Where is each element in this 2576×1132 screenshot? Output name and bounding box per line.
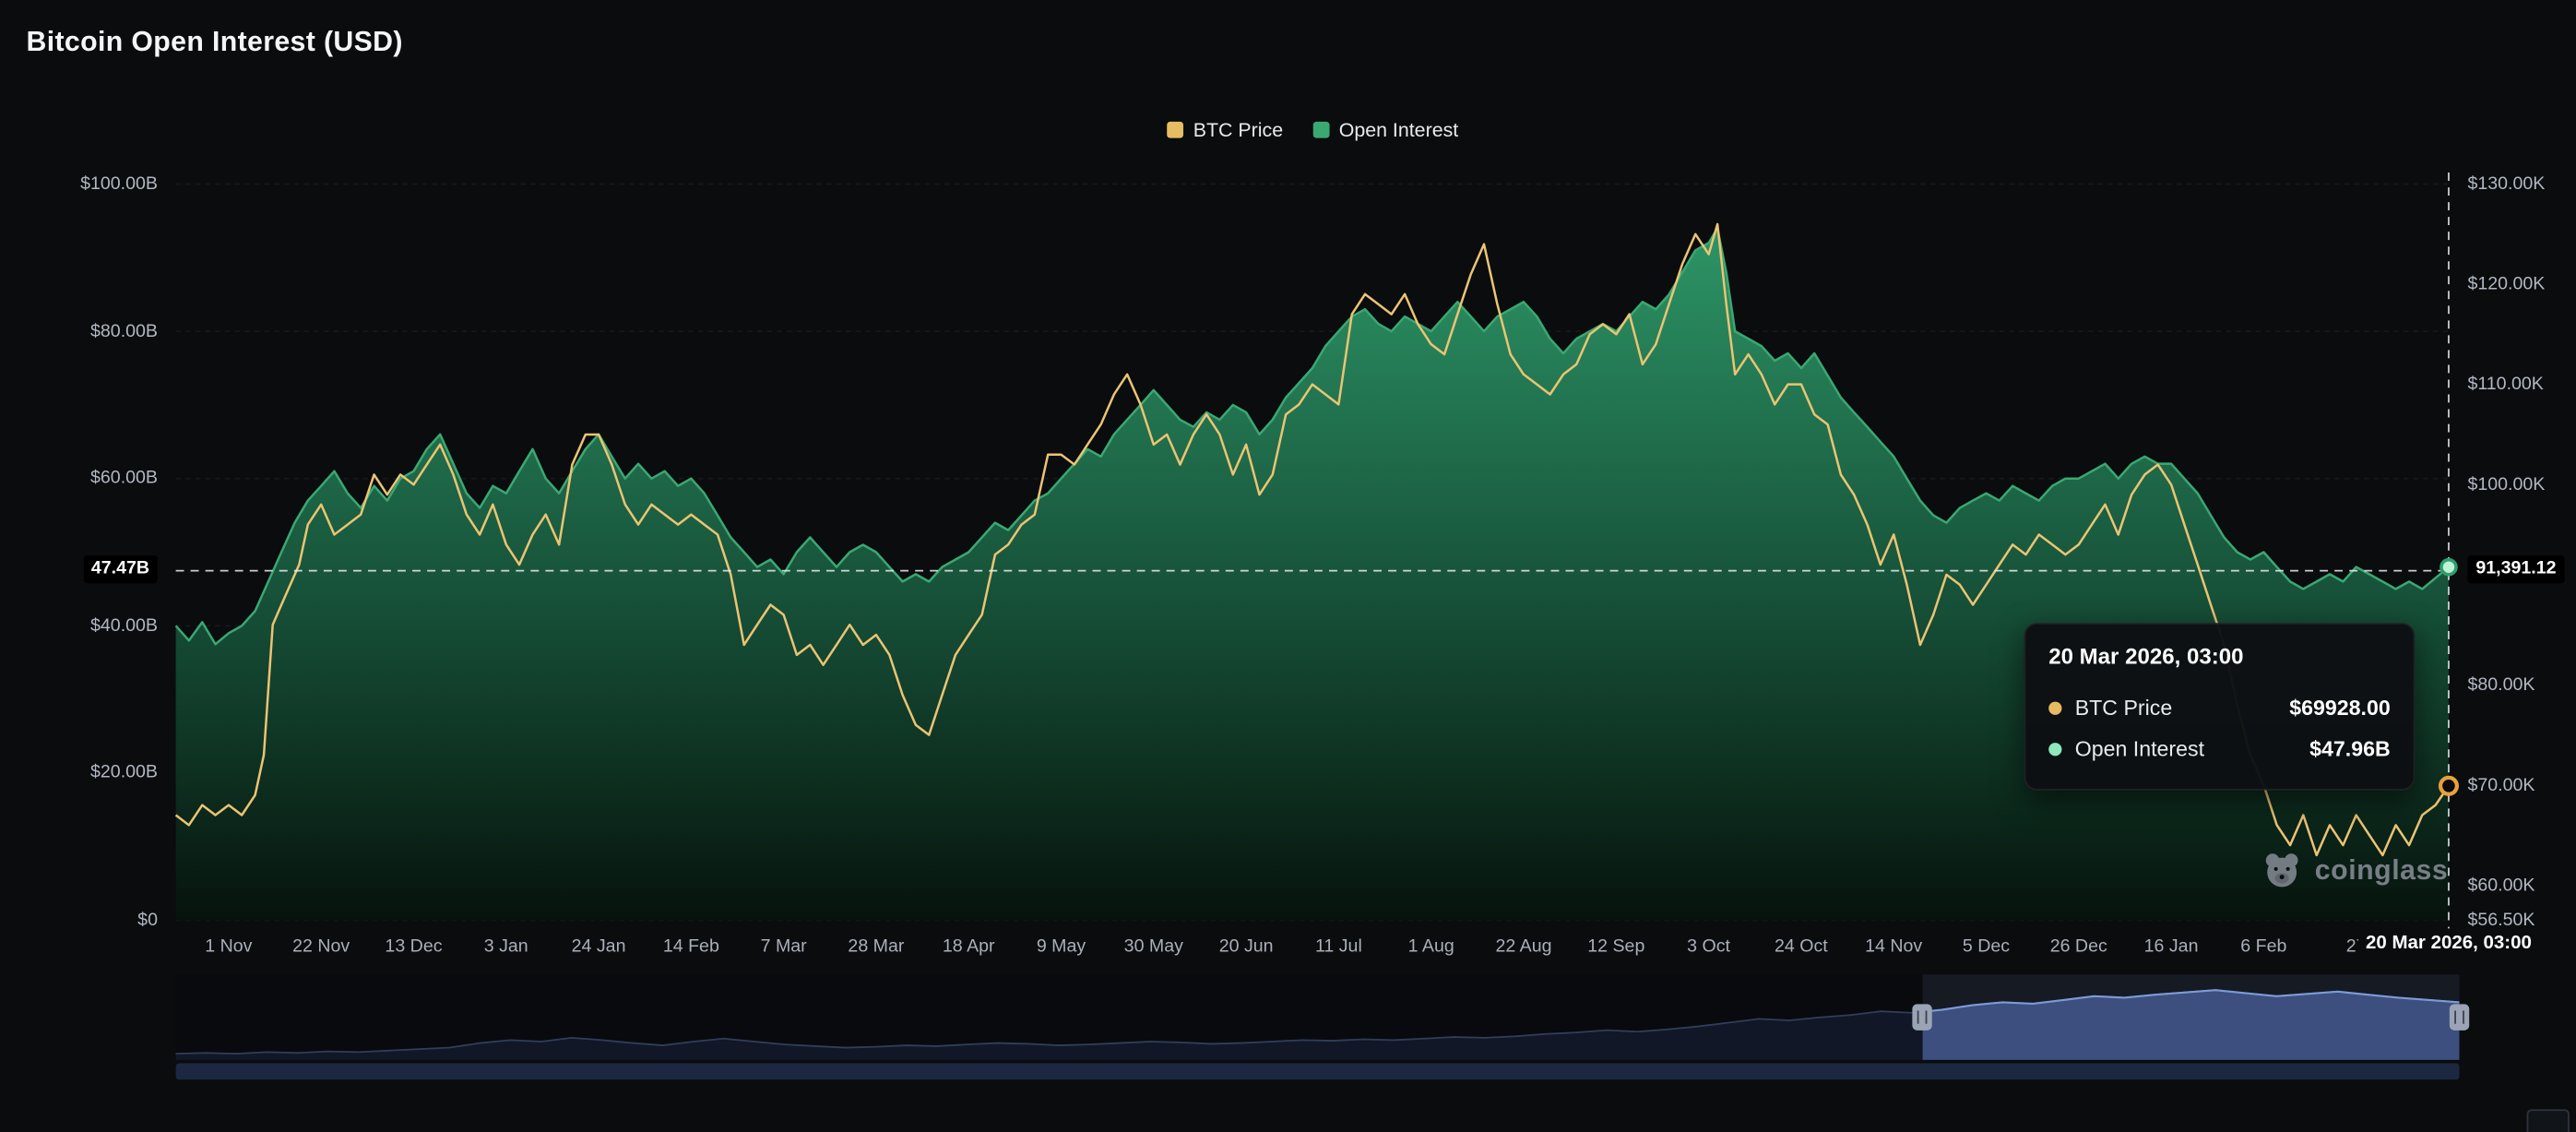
chart-tooltip: 20 Mar 2026, 03:00 BTC Price $69928.00 O… (2024, 623, 2416, 791)
left-axis-tick: $60.00B (89, 468, 158, 489)
x-axis-tick: 22 Aug (1495, 936, 1552, 957)
navigator-scrollbar[interactable] (175, 1063, 2460, 1080)
tooltip-row-open-interest: Open Interest $47.96B (2048, 728, 2391, 769)
legend-label: Open Interest (1338, 118, 1459, 142)
right-axis-tick: $70.00K (2467, 775, 2535, 795)
x-axis-tick: 3 Jan (483, 936, 528, 957)
x-axis-tick: 14 Nov (1865, 936, 1923, 957)
right-axis-tick: $56.50K (2467, 910, 2535, 931)
left-axis-tick: $80.00B (89, 321, 158, 341)
watermark-text: coinglass (2314, 854, 2449, 887)
x-axis-tick: 24 Oct (1775, 936, 1828, 957)
coinglass-watermark: coinglass (2261, 850, 2448, 892)
x-axis-tick: 24 Jan (571, 936, 626, 957)
right-axis-tick: $120.00K (2467, 274, 2546, 294)
x-axis-tick: 9 May (1036, 936, 1086, 957)
right-axis-tick: $130.00K (2467, 173, 2546, 195)
page-title: Bitcoin Open Interest (USD) (26, 26, 403, 58)
legend-label: BTC Price (1193, 118, 1284, 142)
right-axis-tick: $80.00K (2467, 674, 2535, 696)
legend-swatch-icon (1167, 121, 1184, 138)
handle-grip-icon (1917, 1010, 1929, 1024)
x-axis-tick: 12 Sep (1587, 936, 1645, 957)
x-axis-tick: 11 Jul (1314, 936, 1362, 957)
x-axis-tick: 18 Apr (942, 936, 995, 957)
legend-item-open-interest[interactable]: Open Interest (1312, 118, 1458, 141)
tooltip-label: Open Interest (2074, 736, 2205, 761)
tooltip-value: $69928.00 (2289, 695, 2391, 721)
left-axis-tick: $40.00B (89, 615, 158, 636)
x-axis-tick: 7 Mar (760, 936, 807, 957)
corner-control[interactable] (2526, 1109, 2570, 1132)
open-interest-dot-icon (2048, 742, 2062, 756)
left-axis-tick: $100.00B (80, 173, 158, 195)
x-axis-tick: 13 Dec (385, 936, 443, 957)
current-value-badge-right: 91,391.12 (2467, 555, 2565, 584)
legend-item-btc-price[interactable]: BTC Price (1167, 118, 1283, 141)
x-axis-tick: 16 Jan (2143, 936, 2199, 957)
tooltip-date: 20 Mar 2026, 03:00 (2048, 644, 2244, 669)
handle-grip-icon (2454, 1010, 2464, 1024)
x-axis-tick: 26 Dec (2049, 936, 2107, 957)
legend-swatch-icon (1312, 121, 1330, 138)
x-axis-tick: 1 Nov (205, 936, 253, 957)
navigator-handle-right[interactable] (2449, 1004, 2470, 1031)
left-axis-tick: $20.00B (89, 763, 158, 783)
x-axis-tick: 20 Jun (1218, 936, 1274, 957)
btc-price-dot-icon (2048, 700, 2062, 714)
tooltip-row-btc-price: BTC Price $69928.00 (2048, 687, 2391, 729)
chart-legend: BTC Price Open Interest (1167, 118, 1458, 141)
left-axis-tick: $0 (137, 910, 158, 931)
crosshair-date-label: 20 Mar 2026, 03:00 (2357, 931, 2540, 955)
x-axis-tick: 28 Mar (848, 936, 905, 957)
current-value-badge-left: 47.47B (82, 555, 158, 584)
navigator-handle-left[interactable] (1912, 1004, 1933, 1031)
right-axis-tick: $60.00K (2467, 875, 2535, 896)
tooltip-value: $47.96B (2309, 736, 2391, 761)
right-axis-tick: $100.00K (2467, 474, 2546, 495)
x-axis-tick: 14 Feb (662, 936, 719, 957)
x-axis-tick: 1 Aug (1407, 936, 1454, 957)
x-axis-tick: 5 Dec (1962, 936, 2011, 957)
x-axis-tick: 30 May (1123, 936, 1183, 957)
x-axis-tick: 22 Nov (292, 936, 350, 957)
right-axis-tick: $110.00K (2467, 374, 2544, 395)
coinglass-bear-icon (2265, 853, 2298, 888)
tooltip-label: BTC Price (2074, 695, 2173, 721)
x-axis-tick: 6 Feb (2240, 936, 2287, 957)
x-axis-tick: 3 Oct (1687, 936, 1730, 957)
